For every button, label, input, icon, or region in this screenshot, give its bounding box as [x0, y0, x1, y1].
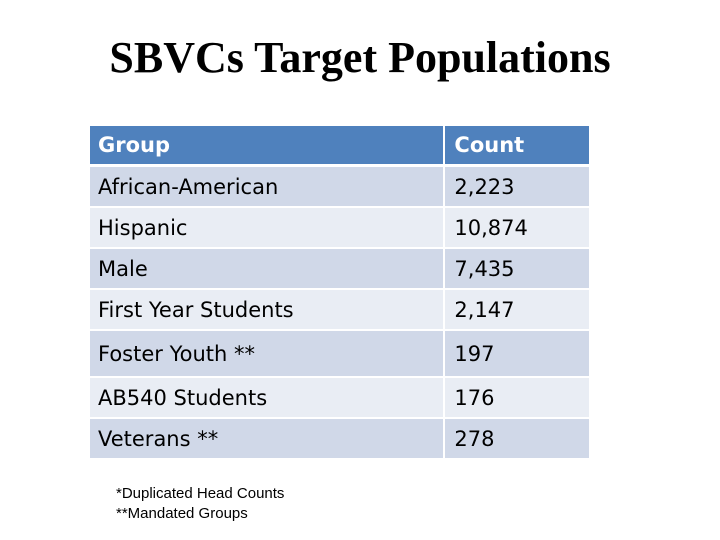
count-cell: 176 — [443, 377, 589, 419]
table-row: African-American 2,223 — [90, 165, 589, 208]
table-row: First Year Students 2,147 — [90, 289, 589, 331]
group-cell: Male — [90, 248, 445, 290]
column-header-count: Count — [443, 126, 589, 167]
count-cell: 10,874 — [443, 207, 589, 249]
populations-table: Group Count African-American 2,223 Hispa… — [90, 126, 589, 460]
group-cell: African-American — [90, 165, 445, 208]
group-cell: First Year Students — [90, 289, 445, 331]
page-title: SBVCs Target Populations — [109, 33, 611, 82]
count-cell: 2,223 — [443, 165, 589, 208]
group-cell: Hispanic — [90, 207, 445, 249]
table-row: Hispanic 10,874 — [90, 207, 589, 249]
count-cell: 197 — [443, 330, 589, 378]
table-row: Veterans ** 278 — [90, 418, 589, 460]
group-cell: Foster Youth ** — [90, 330, 445, 378]
footnote-duplicated: *Duplicated Head Counts — [116, 485, 285, 502]
table-header-row: Group Count — [90, 126, 589, 167]
table-row: AB540 Students 176 — [90, 377, 589, 419]
table-row: Foster Youth ** 197 — [90, 330, 589, 378]
count-cell: 278 — [443, 418, 589, 460]
count-cell: 2,147 — [443, 289, 589, 331]
footnotes: *Duplicated Head Counts **Mandated Group… — [116, 484, 284, 524]
group-cell: Veterans ** — [90, 418, 445, 460]
group-cell: AB540 Students — [90, 377, 445, 419]
table-row: Male 7,435 — [90, 248, 589, 290]
count-cell: 7,435 — [443, 248, 589, 290]
footnote-mandated: **Mandated Groups — [116, 505, 248, 522]
column-header-group: Group — [90, 126, 445, 167]
